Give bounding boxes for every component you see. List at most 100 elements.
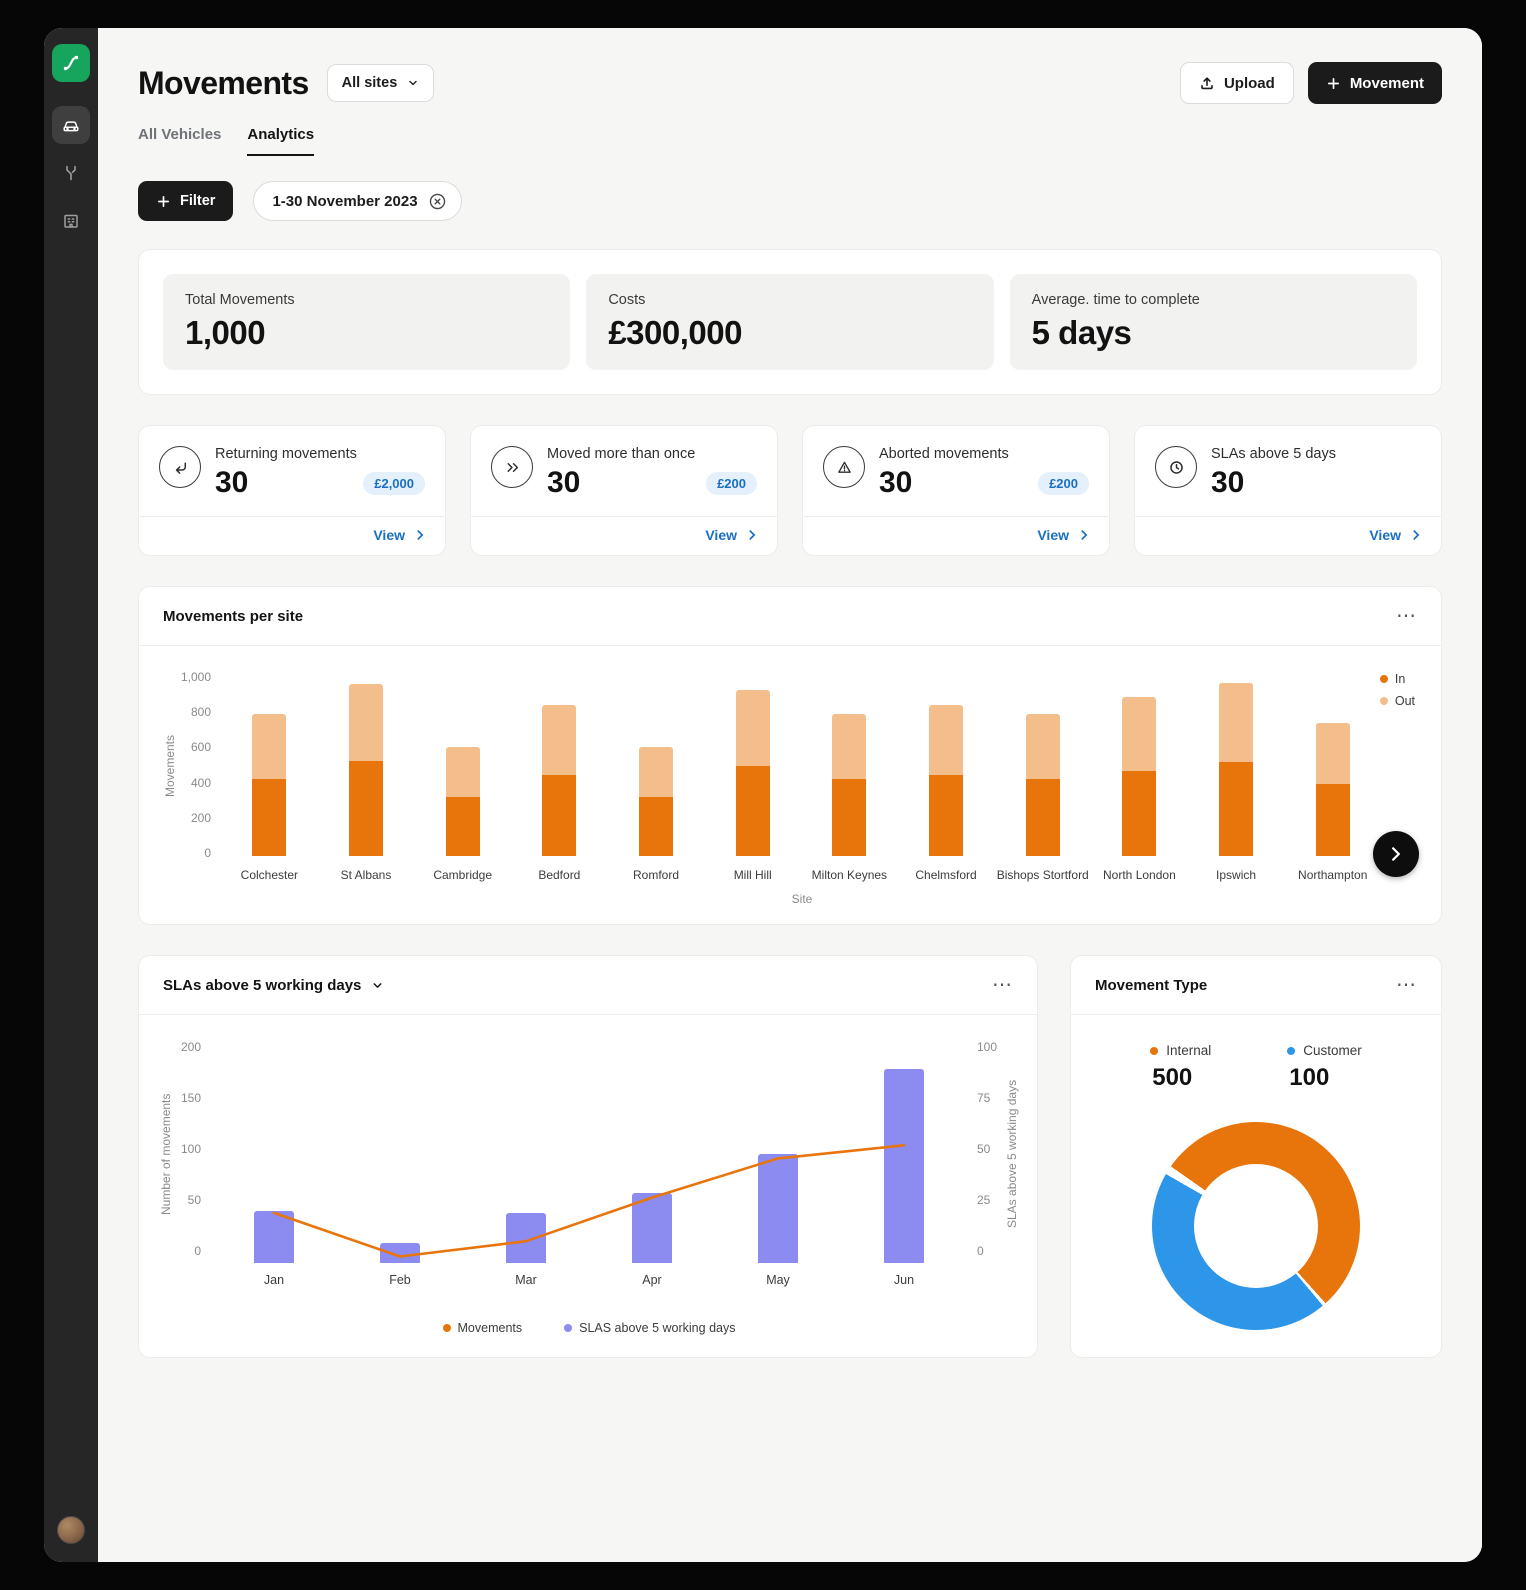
sidebar	[44, 28, 98, 1562]
bar-out-segment	[445, 747, 480, 797]
sla-bar	[884, 1069, 924, 1263]
month-label: Feb	[389, 1273, 411, 1287]
bar-stack	[1219, 676, 1254, 856]
bar-out-segment	[929, 705, 964, 775]
legend-label: Movements	[457, 1321, 523, 1335]
sla-bar-column	[211, 1045, 337, 1263]
movements-per-site-card: Movements per site ⋯ In Out Movements 1,0…	[138, 586, 1442, 925]
bar-label: Bedford	[538, 868, 581, 882]
sla-left-ticks: 200 150 100 50 0	[173, 1040, 211, 1258]
sidebar-item-routes[interactable]	[52, 154, 90, 192]
date-filter-label: 1-30 November 2023	[272, 192, 418, 210]
clock-icon	[1155, 446, 1197, 488]
chart-title: SLAs above 5 working days	[163, 976, 362, 994]
bar-label: Colchester	[240, 868, 299, 882]
bar-in-segment	[349, 761, 383, 856]
plus-icon	[157, 195, 170, 207]
sla-bar	[506, 1213, 546, 1263]
legend-label: In	[1394, 672, 1406, 686]
return-arrow-icon	[159, 446, 201, 488]
ellipsis-menu-icon[interactable]: ⋯	[1396, 974, 1417, 996]
bar-group: Milton Keynes	[801, 676, 898, 882]
page-header: Movements All sites Upload Movement	[138, 62, 1442, 104]
bar-in-segment	[832, 779, 867, 856]
y-tick: 100	[180, 1142, 201, 1156]
ellipsis-menu-icon[interactable]: ⋯	[992, 974, 1013, 996]
bar-group: St Albans	[318, 676, 415, 882]
bar-in-segment	[1122, 771, 1157, 856]
view-link-label: View	[705, 527, 737, 543]
sla-bar-column	[463, 1045, 589, 1263]
view-link[interactable]: View	[373, 527, 427, 543]
metric-title: Moved more than once	[547, 446, 696, 462]
site-selector[interactable]: All sites	[326, 64, 435, 102]
bar-in-segment	[252, 779, 287, 856]
chevron-right-icon	[1392, 847, 1400, 861]
add-movement-button[interactable]: Movement	[1307, 62, 1442, 104]
legend-dot	[1379, 697, 1388, 705]
y-tick: 75	[977, 1091, 991, 1105]
app-logo[interactable]	[52, 44, 90, 82]
bar-stack	[735, 676, 770, 856]
legend-internal: Internal 500	[1150, 1043, 1211, 1092]
app-window: Movements All sites Upload Movement	[44, 28, 1482, 1562]
movement-type-donut-chart	[1152, 1122, 1360, 1330]
sla-chart-plot	[211, 1045, 967, 1263]
bar-out-segment	[542, 705, 577, 775]
sla-chart-title-dropdown[interactable]: SLAs above 5 working days	[163, 977, 384, 994]
y-tick: 400	[190, 775, 211, 790]
bar-out-segment	[735, 690, 770, 766]
metric-title: SLAs above 5 days	[1211, 446, 1336, 462]
metric-title: Aborted movements	[879, 446, 1009, 462]
sidebar-item-sites[interactable]	[52, 202, 90, 240]
view-link[interactable]: View	[1037, 527, 1091, 543]
bar-in-segment	[639, 797, 674, 856]
bar-stack	[929, 676, 964, 856]
sla-bar	[632, 1193, 672, 1263]
sla-bar-column	[715, 1045, 841, 1263]
site-x-axis-label: Site	[791, 892, 813, 906]
legend-dot	[1150, 1046, 1159, 1055]
y-tick: 50	[187, 1193, 201, 1207]
view-link[interactable]: View	[1369, 527, 1423, 543]
sidebar-item-vehicles[interactable]	[52, 106, 90, 144]
chart-title: Movements per site	[163, 607, 304, 625]
building-icon	[64, 214, 78, 228]
filter-button[interactable]: Filter	[138, 181, 234, 221]
bar-in-segment	[735, 766, 770, 856]
close-circle-icon[interactable]	[428, 192, 447, 211]
y-tick: 25	[977, 1193, 991, 1207]
bar-label: Milton Keynes	[811, 868, 888, 882]
date-filter-chip[interactable]: 1-30 November 2023	[253, 181, 462, 221]
stat-label: Average. time to complete	[1031, 292, 1200, 308]
bar-stack	[542, 676, 577, 856]
stats-summary-card: Total Movements 1,000 Costs £300,000 Ave…	[138, 249, 1442, 395]
double-chevron-icon	[491, 446, 533, 488]
stat-value: 1,000	[185, 314, 266, 351]
bar-group: Ipswich	[1188, 676, 1285, 882]
view-link[interactable]: View	[705, 527, 759, 543]
page-title: Movements	[138, 64, 309, 101]
upload-button-label: Upload	[1223, 74, 1275, 92]
bar-out-segment	[1219, 683, 1254, 762]
tab-all-vehicles[interactable]: All Vehicles	[138, 126, 222, 143]
y-tick: 0	[194, 1244, 201, 1258]
user-avatar[interactable]	[57, 1516, 85, 1544]
ellipsis-menu-icon[interactable]: ⋯	[1396, 605, 1417, 627]
chart-next-button[interactable]	[1373, 831, 1419, 877]
y-tick: 150	[180, 1091, 201, 1105]
sla-right-axis-label: SLAs above 5 working days	[1005, 1079, 1019, 1229]
bar-stack	[349, 676, 383, 856]
legend-label: SLAS above 5 working days	[579, 1321, 736, 1335]
tab-analytics[interactable]: Analytics	[247, 126, 315, 156]
chart-title: Movement Type	[1095, 976, 1208, 994]
stat-costs: Costs £300,000	[586, 274, 994, 370]
bar-in-segment	[542, 775, 577, 856]
stat-average-time: Average. time to complete 5 days	[1009, 274, 1417, 370]
bar-label: Bishops Stortford	[996, 868, 1089, 882]
chevron-down-icon	[373, 982, 382, 988]
upload-button[interactable]: Upload	[1179, 62, 1294, 104]
chevron-down-icon	[409, 80, 417, 86]
bar-label: Romford	[633, 868, 680, 882]
metric-value: 30	[215, 466, 249, 499]
